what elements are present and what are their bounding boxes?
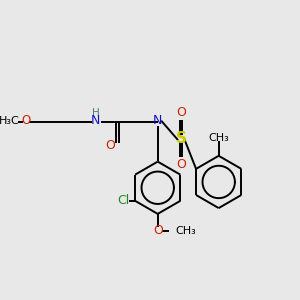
Text: H: H (92, 108, 100, 118)
Text: Cl: Cl (117, 194, 130, 207)
Text: CH₃: CH₃ (175, 226, 196, 236)
Text: O: O (176, 106, 186, 119)
Text: H₃C: H₃C (0, 116, 20, 126)
Text: O: O (153, 224, 163, 237)
Text: N: N (91, 115, 100, 128)
Text: O: O (176, 158, 186, 171)
Text: N: N (153, 115, 162, 128)
Text: CH₃: CH₃ (208, 133, 229, 142)
Text: S: S (176, 131, 186, 146)
Text: O: O (21, 115, 30, 128)
Text: O: O (106, 139, 116, 152)
